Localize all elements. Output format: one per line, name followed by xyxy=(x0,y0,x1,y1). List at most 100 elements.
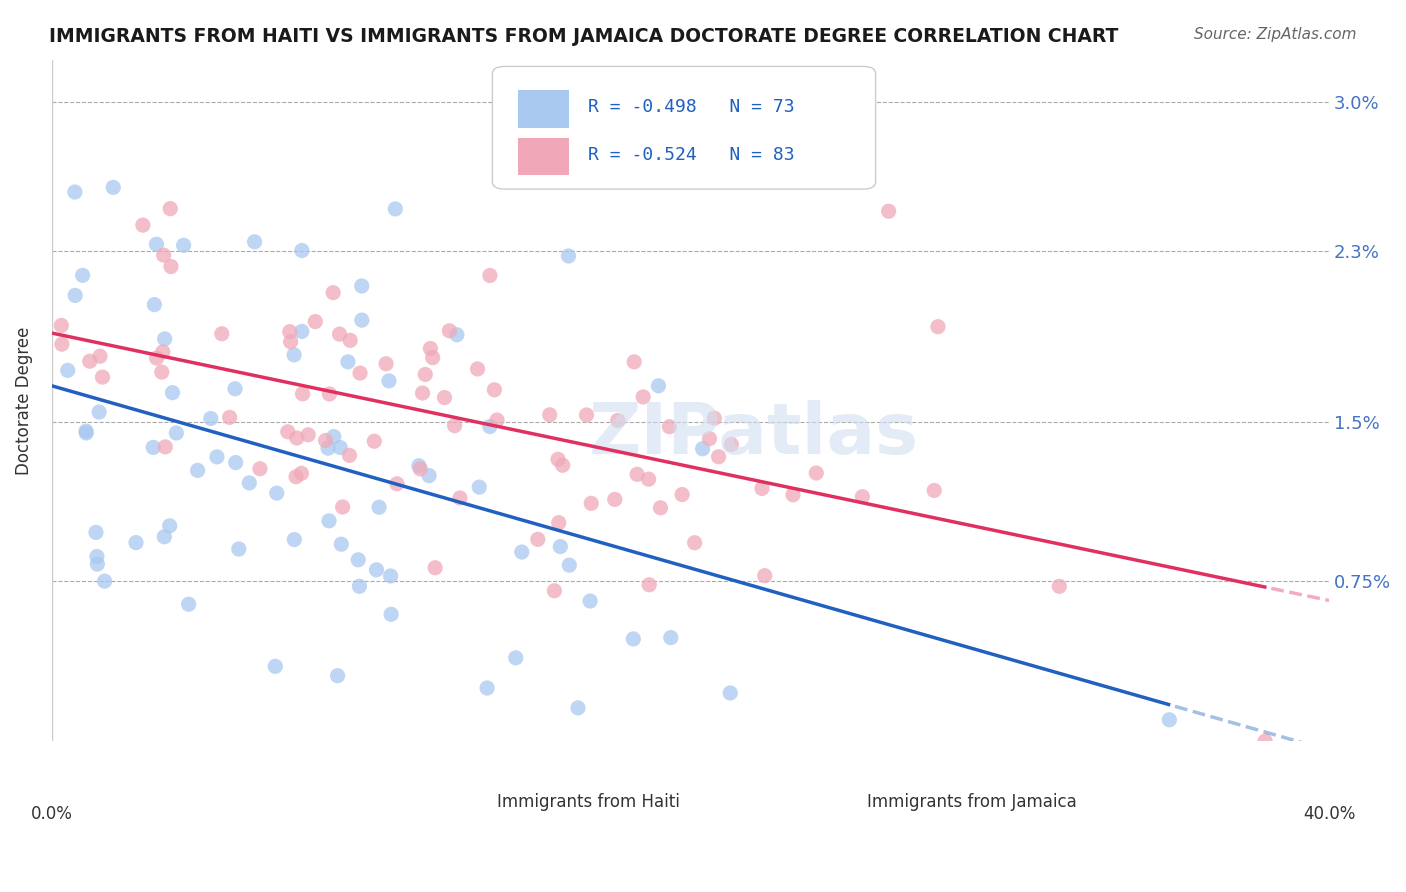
Point xyxy=(1159,713,1181,727)
Point xyxy=(557,249,579,263)
Point xyxy=(527,533,550,547)
Point xyxy=(326,669,349,683)
Point xyxy=(332,500,354,514)
Point xyxy=(145,237,167,252)
Point xyxy=(806,466,828,480)
Point xyxy=(449,491,471,505)
Point xyxy=(671,487,693,501)
Point xyxy=(350,279,373,293)
Point xyxy=(315,434,337,448)
Point xyxy=(486,413,509,427)
Point xyxy=(350,313,373,327)
Point xyxy=(478,419,501,434)
Point xyxy=(142,441,165,455)
Point xyxy=(623,355,645,369)
Point xyxy=(153,332,176,346)
Point xyxy=(159,202,181,216)
Point xyxy=(368,500,391,515)
FancyBboxPatch shape xyxy=(844,785,894,820)
Point xyxy=(349,579,371,593)
Point xyxy=(103,180,125,194)
Point xyxy=(484,383,506,397)
Point xyxy=(659,631,682,645)
Point xyxy=(547,452,569,467)
Point xyxy=(650,500,672,515)
Point xyxy=(606,413,628,427)
Text: ZIPatlas: ZIPatlas xyxy=(589,400,920,469)
Point xyxy=(322,285,344,300)
Point xyxy=(505,650,527,665)
Point xyxy=(266,486,288,500)
Point xyxy=(75,425,97,440)
Point xyxy=(187,463,209,477)
Point xyxy=(550,540,572,554)
Point xyxy=(177,597,200,611)
Point xyxy=(1047,579,1070,593)
Point xyxy=(638,578,661,592)
Point xyxy=(366,563,388,577)
Point xyxy=(927,319,949,334)
Point xyxy=(224,382,246,396)
Point xyxy=(603,492,626,507)
Point xyxy=(72,268,94,283)
Point xyxy=(631,390,654,404)
Point xyxy=(543,583,565,598)
Point xyxy=(385,476,408,491)
Point xyxy=(751,482,773,496)
Point xyxy=(75,424,97,438)
Point xyxy=(551,458,574,473)
Point xyxy=(153,530,176,544)
Point xyxy=(132,218,155,232)
Point xyxy=(443,418,465,433)
Point xyxy=(433,391,456,405)
Point xyxy=(84,525,107,540)
Point xyxy=(567,701,589,715)
Point xyxy=(1254,734,1277,748)
Point xyxy=(547,516,569,530)
Text: Immigrants from Haiti: Immigrants from Haiti xyxy=(496,793,679,812)
Point xyxy=(283,348,305,362)
Point xyxy=(56,363,79,377)
Point xyxy=(89,349,111,363)
Point xyxy=(238,475,260,490)
Point xyxy=(322,429,344,443)
FancyBboxPatch shape xyxy=(517,90,569,128)
Point xyxy=(621,632,644,646)
Point xyxy=(218,410,240,425)
Point xyxy=(86,549,108,564)
Point xyxy=(278,325,301,339)
Point xyxy=(173,238,195,252)
Point xyxy=(336,355,359,369)
Point xyxy=(718,686,741,700)
FancyBboxPatch shape xyxy=(517,138,569,176)
Point xyxy=(318,387,340,401)
FancyBboxPatch shape xyxy=(461,785,512,820)
Point xyxy=(225,456,247,470)
Point xyxy=(877,204,900,219)
Point xyxy=(408,458,430,473)
Point xyxy=(264,659,287,673)
Point xyxy=(380,607,402,622)
Point xyxy=(328,327,350,342)
Text: Source: ZipAtlas.com: Source: ZipAtlas.com xyxy=(1194,27,1357,42)
Point xyxy=(291,325,314,339)
Point xyxy=(375,357,398,371)
Point xyxy=(647,378,669,392)
Point xyxy=(409,462,432,476)
Text: IMMIGRANTS FROM HAITI VS IMMIGRANTS FROM JAMAICA DOCTORATE DEGREE CORRELATION CH: IMMIGRANTS FROM HAITI VS IMMIGRANTS FROM… xyxy=(49,27,1119,45)
Point xyxy=(339,334,361,348)
Point xyxy=(683,535,706,549)
Point xyxy=(510,545,533,559)
Point xyxy=(413,368,436,382)
Point xyxy=(211,326,233,341)
Point xyxy=(412,386,434,401)
Point xyxy=(285,431,308,445)
Text: Immigrants from Jamaica: Immigrants from Jamaica xyxy=(866,793,1076,812)
Point xyxy=(558,558,581,573)
Text: R = -0.498   N = 73: R = -0.498 N = 73 xyxy=(588,98,794,116)
Point xyxy=(159,519,181,533)
Point xyxy=(782,488,804,502)
Point xyxy=(581,496,603,510)
Point xyxy=(152,345,174,359)
Point xyxy=(575,408,598,422)
